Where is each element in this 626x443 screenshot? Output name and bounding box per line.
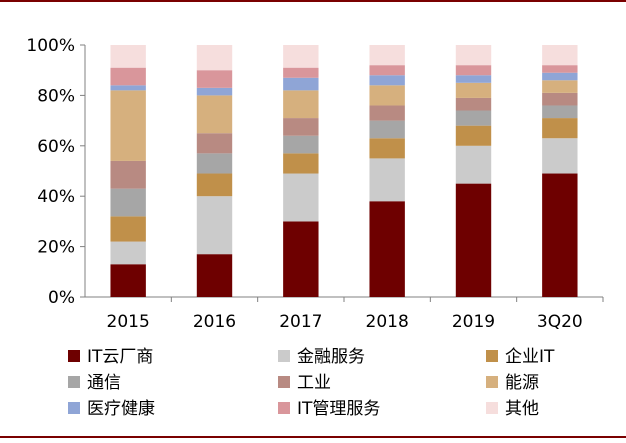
bar-segment-9-2016	[196, 45, 233, 71]
y-tick-label: 60%	[37, 137, 75, 157]
bar-segment-3-2018	[369, 138, 405, 159]
y-axis: 0% 20% 40% 60% 80% 100%	[26, 36, 86, 308]
bar-segment-7-2017	[283, 77, 319, 91]
bar-segment-4-2017	[283, 135, 319, 154]
bar-segment-1-2017	[283, 221, 319, 297]
y-tick-label: 40%	[37, 187, 75, 207]
bar-segment-5-3Q20	[542, 92, 578, 106]
y-tick-label: 80%	[37, 86, 75, 106]
bar-segment-5-2019	[455, 97, 492, 111]
legend-label-9: 其他	[505, 399, 539, 419]
bar-segment-8-2017	[283, 67, 319, 78]
y-tick-label: 0%	[48, 288, 75, 308]
bar-segment-2-2017	[283, 173, 319, 222]
bar-segment-3-2017	[283, 153, 319, 174]
bar-segment-6-2015	[110, 90, 146, 161]
bar-segment-1-2015	[110, 264, 146, 297]
bar-segment-9-2018	[369, 45, 405, 66]
bar-segment-7-2015	[110, 85, 146, 91]
bar-segment-6-2017	[283, 90, 319, 119]
bar-segment-3-2015	[110, 216, 146, 242]
bar-segment-8-2019	[455, 65, 492, 76]
bar-segment-5-2015	[110, 160, 146, 189]
bar-segment-3-2016	[196, 173, 233, 197]
bar-segment-9-2017	[283, 45, 319, 68]
bar-segment-2-2015	[110, 241, 146, 265]
bar-segment-9-3Q20	[542, 45, 578, 66]
bar-segment-7-3Q20	[542, 72, 578, 81]
bar-segment-2-3Q20	[542, 138, 578, 174]
legend-swatch-6	[486, 376, 498, 388]
bar-segment-6-3Q20	[542, 80, 578, 93]
x-axis: 2015 2016 2017 2018 2019 3Q20	[85, 296, 604, 332]
legend-label-8: IT管理服务	[297, 399, 380, 419]
bar-segment-1-2018	[369, 201, 405, 297]
legend-swatch-9	[486, 402, 498, 414]
bar-segment-5-2017	[283, 118, 319, 136]
legend-swatch-1	[68, 350, 80, 362]
bar-segment-4-3Q20	[542, 105, 578, 119]
bar-segment-7-2016	[196, 87, 233, 96]
bars-group	[110, 45, 578, 297]
x-tick-label-2019: 2019	[452, 312, 495, 332]
legend-swatch-8	[278, 402, 290, 414]
bar-segment-8-2015	[110, 67, 146, 86]
bar-segment-2-2016	[196, 196, 233, 255]
bar-segment-4-2018	[369, 120, 405, 139]
bar-segment-6-2016	[196, 95, 233, 134]
bar-segment-5-2016	[196, 133, 233, 154]
bar-segment-4-2015	[110, 188, 146, 217]
legend-label-1: IT云厂商	[87, 347, 153, 367]
bar-segment-6-2019	[455, 82, 492, 98]
legend-label-4: 通信	[87, 373, 121, 393]
bar-segment-1-2019	[455, 183, 492, 297]
bar-segment-9-2015	[110, 45, 146, 68]
bar-segment-7-2019	[455, 75, 492, 83]
legend-swatch-3	[486, 350, 498, 362]
bar-segment-2-2019	[455, 145, 492, 184]
legend-label-6: 能源	[505, 373, 539, 393]
bar-segment-1-3Q20	[542, 173, 578, 297]
bar-segment-8-2016	[196, 70, 233, 88]
legend-swatch-4	[68, 376, 80, 388]
x-tick-label-2017: 2017	[279, 312, 322, 332]
x-tick-label-3Q20: 3Q20	[537, 312, 583, 332]
bar-segment-8-2018	[369, 65, 405, 76]
bar-segment-2-2018	[369, 158, 405, 202]
bar-segment-7-2018	[369, 75, 405, 86]
legend-label-7: 医疗健康	[87, 399, 155, 419]
x-tick-label-2018: 2018	[366, 312, 409, 332]
bar-segment-4-2019	[455, 110, 492, 126]
legend-label-3: 企业IT	[505, 347, 555, 367]
x-tick-label-2016: 2016	[193, 312, 236, 332]
bar-segment-5-2018	[369, 105, 405, 121]
bar-segment-3-3Q20	[542, 118, 578, 139]
bar-segment-6-2018	[369, 85, 405, 106]
bar-segment-1-2016	[196, 254, 233, 297]
legend-swatch-5	[278, 376, 290, 388]
bar-segment-8-3Q20	[542, 65, 578, 73]
legend-swatch-2	[278, 350, 290, 362]
legend-label-5: 工业	[297, 373, 331, 393]
legend-swatch-7	[68, 402, 80, 414]
y-tick-label: 20%	[37, 238, 75, 258]
y-tick-label: 100%	[26, 36, 75, 56]
bar-segment-4-2016	[196, 153, 233, 174]
bar-segment-3-2019	[455, 125, 492, 146]
x-tick-label-2015: 2015	[107, 312, 150, 332]
legend-label-2: 金融服务	[297, 347, 365, 367]
bar-segment-9-2019	[455, 45, 492, 66]
